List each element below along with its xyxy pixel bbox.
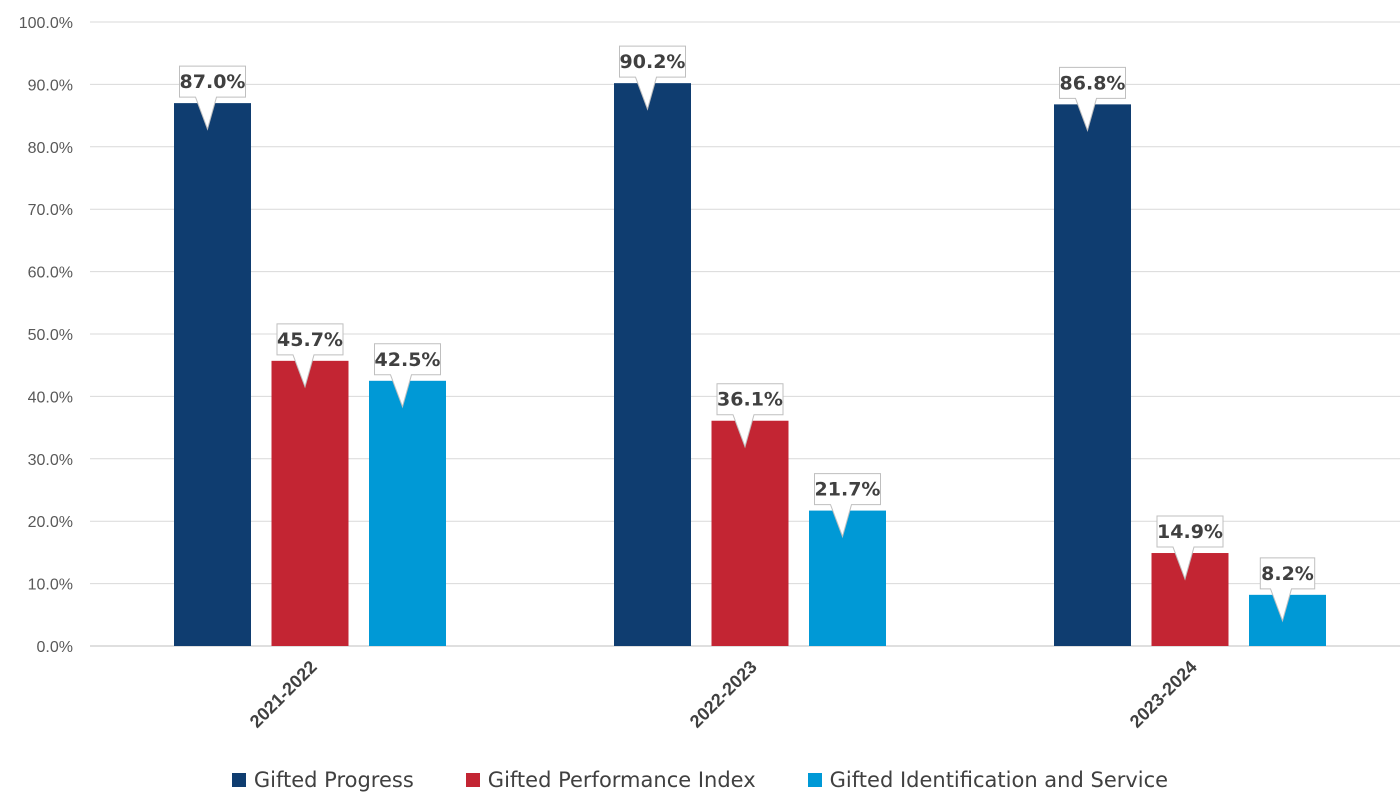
x-tick-label: 2021-2022: [246, 657, 321, 732]
data-label: 42.5%: [374, 343, 441, 409]
y-tick-label: 20.0%: [28, 514, 73, 531]
x-tick-label: 2022-2023: [686, 657, 761, 732]
bar: [614, 83, 691, 647]
legend-item-gifted-performance-index: Gifted Performance Index: [465, 768, 756, 792]
legend-item-gifted-progress: Gifted Progress: [231, 768, 414, 792]
data-labels: 87.0% 45.7% 42.5% 90.2% 36.1% 21.7% 86.8% 14.9%…: [179, 45, 1316, 623]
bar: [174, 103, 251, 647]
y-tick-label: 60.0%: [28, 265, 73, 282]
x-tick-label: 2023-2024: [1126, 657, 1201, 732]
y-tick-label: 90.0%: [28, 77, 73, 94]
data-label: 45.7%: [276, 323, 344, 389]
y-tick-label: 0.0%: [37, 639, 73, 656]
data-label-text: 87.0%: [180, 71, 246, 93]
data-label-text: 90.2%: [620, 51, 686, 73]
data-label-callout: [716, 383, 784, 449]
y-tick-label: 70.0%: [28, 202, 73, 219]
x-axis-ticks: 2021-2022 2022-2023 2023-2024: [246, 657, 1201, 732]
legend: Gifted Progress Gifted Performance Index…: [0, 766, 1400, 794]
data-label-text: 21.7%: [815, 479, 881, 501]
data-label: 90.2%: [619, 45, 686, 111]
bar: [711, 420, 789, 646]
data-label-callout: [374, 343, 441, 409]
data-label-text: 45.7%: [277, 329, 343, 351]
y-tick-label: 30.0%: [28, 452, 73, 469]
bar: [271, 360, 349, 646]
data-label-callout: [276, 323, 344, 389]
y-tick-label: 80.0%: [28, 140, 73, 157]
legend-label: Gifted Identification and Service: [829, 768, 1169, 792]
data-label: 8.2%: [1259, 557, 1316, 623]
bar: [809, 510, 886, 646]
data-label-callout: [1156, 515, 1224, 581]
data-label: 87.0%: [179, 65, 246, 131]
data-label: 86.8%: [1059, 66, 1126, 132]
y-tick-label: 100.0%: [19, 15, 73, 32]
bar: [1054, 104, 1131, 647]
bars: [174, 83, 1326, 647]
y-tick-label: 40.0%: [28, 389, 73, 406]
data-label-callout: [179, 65, 246, 131]
y-axis-ticks: 0.0% 10.0% 20.0% 30.0% 40.0% 50.0% 60.0% 70.0% 8…: [19, 15, 73, 656]
legend-label: Gifted Progress: [253, 768, 414, 792]
data-label-text: 8.2%: [1261, 563, 1314, 585]
y-tick-label: 50.0%: [28, 327, 73, 344]
data-label-text: 42.5%: [375, 349, 441, 371]
data-label-text: 14.9%: [1157, 521, 1223, 543]
data-label-callout: [814, 473, 881, 539]
legend-swatch: [807, 773, 822, 787]
data-label-callout: [1059, 66, 1126, 132]
bar: [369, 380, 446, 646]
legend-swatch: [465, 773, 480, 787]
data-label: 14.9%: [1156, 515, 1224, 581]
y-tick-label: 10.0%: [28, 577, 73, 594]
data-label: 36.1%: [716, 383, 784, 449]
legend-swatch: [231, 773, 246, 787]
data-label-callout: [1259, 557, 1316, 623]
legend-item-gifted-identification-and-service: Gifted Identification and Service: [807, 768, 1169, 792]
bar: [1151, 553, 1229, 646]
data-label-text: 86.8%: [1060, 72, 1126, 94]
data-label: 21.7%: [814, 473, 881, 539]
data-label-callout: [619, 45, 686, 111]
legend-label: Gifted Performance Index: [487, 768, 756, 792]
data-label-text: 36.1%: [717, 389, 783, 411]
